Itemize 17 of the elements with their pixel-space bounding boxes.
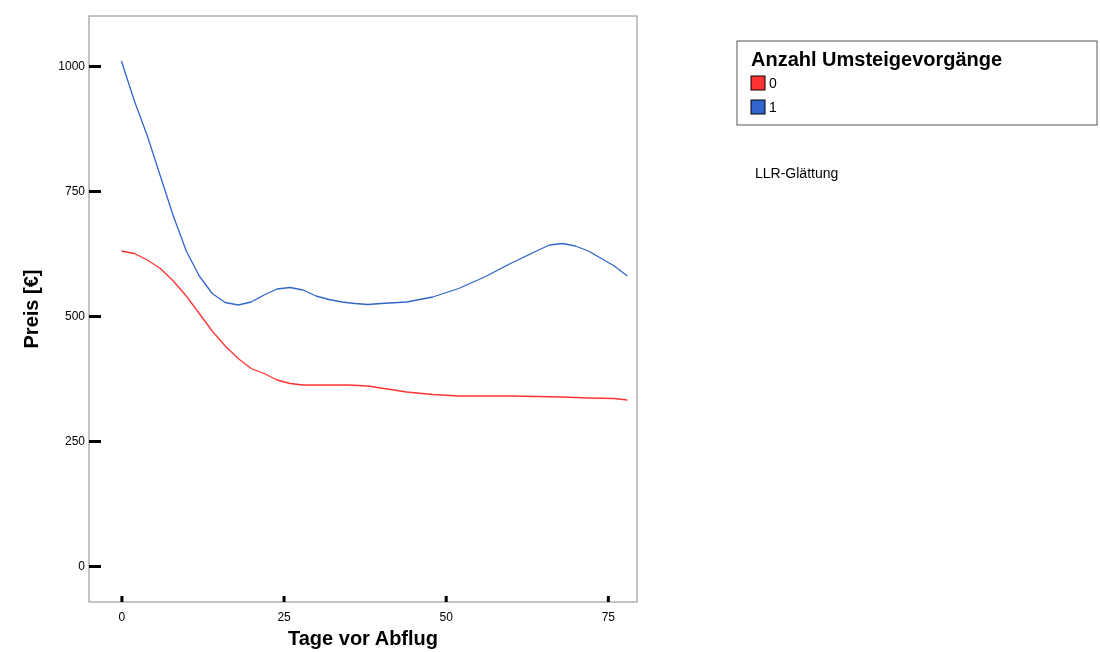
x-tick-label: 75 (601, 609, 616, 624)
text: LLR-Glättung (755, 165, 839, 181)
y-tick-label: 250 (64, 434, 86, 449)
legend-label: 1 (769, 99, 777, 115)
y-tick-label: 1000 (58, 59, 86, 74)
x-tick-label: 25 (277, 609, 292, 624)
y-tick-label: 500 (64, 309, 86, 324)
x-tick-label: 0 (118, 609, 126, 624)
y-tick-label: 750 (64, 184, 86, 199)
x-tick-label: 50 (439, 609, 454, 624)
y-axis-title: Preis [€] (20, 269, 42, 349)
line-series (120, 250, 628, 401)
legend-title: Anzahl Umsteigevorgänge (751, 48, 1003, 70)
line-series (120, 60, 628, 306)
x-axis-title: Tage vor Abflug (288, 627, 438, 649)
legend-label: 0 (769, 75, 777, 91)
y-tick-label: 0 (78, 559, 86, 574)
